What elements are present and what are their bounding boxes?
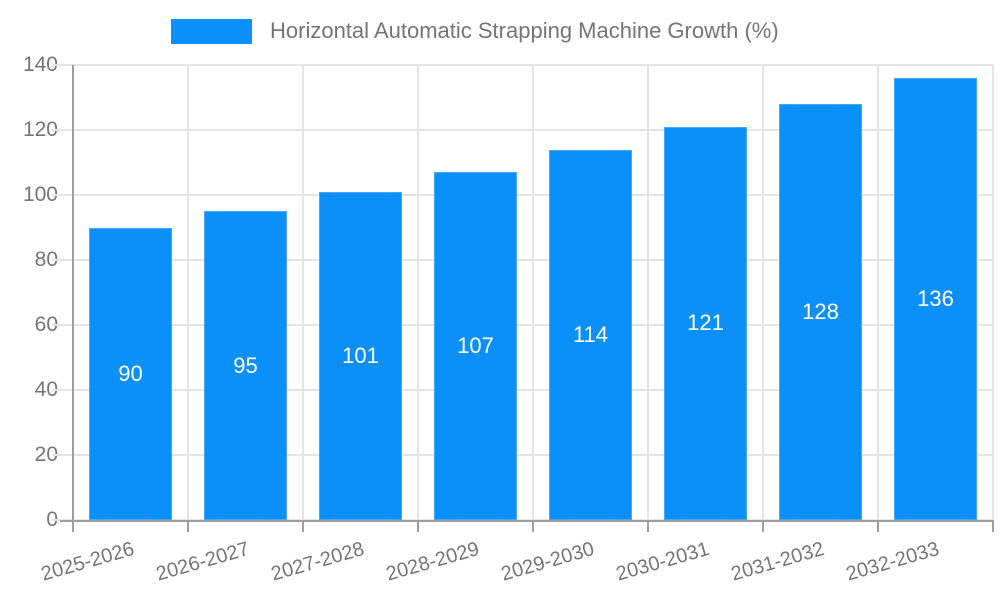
- x-gridline: [417, 65, 419, 531]
- y-axis-line: [72, 65, 74, 532]
- bar: 107: [434, 172, 517, 520]
- y-gridline: [52, 259, 993, 261]
- bar-value-label: 90: [118, 360, 143, 386]
- x-axis-line: [60, 520, 993, 522]
- bar-value-label: 128: [802, 299, 839, 324]
- plot-area: 90 95 101 107 114 121 128 136: [52, 64, 994, 532]
- x-axis-tick: [532, 520, 534, 532]
- x-gridline: [187, 65, 189, 531]
- legend-color-swatch: [171, 18, 252, 44]
- y-axis-tick-label: 140: [22, 53, 58, 76]
- x-axis-tick-label: 2032-2033: [843, 538, 942, 586]
- x-gridline: [647, 65, 649, 531]
- y-axis-tick-label: 100: [22, 183, 58, 206]
- x-axis-tick-label: 2031-2032: [728, 538, 827, 586]
- x-axis-tick: [877, 520, 879, 532]
- y-gridline: [52, 194, 993, 196]
- bar: 101: [319, 191, 402, 520]
- bar: 136: [894, 78, 977, 520]
- y-axis-tick-label: 20: [34, 443, 58, 466]
- y-axis-tick-label: 120: [22, 118, 58, 141]
- legend-series-label: Horizontal Automatic Strapping Machine G…: [270, 18, 779, 43]
- x-gridline: [302, 65, 304, 531]
- bar: 128: [779, 104, 862, 520]
- x-axis-tick: [647, 520, 649, 532]
- y-gridline: [52, 129, 993, 131]
- bar-value-label: 114: [572, 321, 609, 347]
- y-axis-tick-label: 60: [34, 313, 58, 336]
- y-gridline: [52, 454, 993, 456]
- x-gridline: [762, 65, 764, 531]
- y-gridline: [52, 64, 993, 66]
- x-gridline: [877, 65, 879, 531]
- x-axis-tick-label: 2029-2030: [498, 538, 597, 586]
- bar-value-label: 136: [917, 286, 954, 311]
- y-axis-tick-label: 40: [34, 378, 58, 401]
- bar-value-label: 101: [342, 342, 379, 368]
- y-gridline: [52, 324, 993, 326]
- x-axis-tick-label: 2030-2031: [613, 538, 712, 586]
- y-axis-tick-label: 80: [34, 248, 58, 271]
- x-gridline: [532, 65, 534, 531]
- x-axis-tick-label: 2027-2028: [268, 538, 367, 586]
- bar-value-label: 95: [233, 352, 258, 378]
- y-gridline: [52, 389, 993, 391]
- x-axis-tick: [187, 520, 189, 532]
- bar: 95: [204, 211, 287, 520]
- x-axis-tick: [417, 520, 419, 532]
- x-axis-labels: 2025-2026 2026-2027 2027-2028 2028-2029 2029…: [39, 520, 993, 600]
- bar: 114: [549, 149, 632, 520]
- bar-value-label: 107: [457, 333, 494, 359]
- x-axis-tick: [302, 520, 304, 532]
- x-gridline: [992, 65, 994, 531]
- x-axis-tick: [762, 520, 764, 532]
- x-axis-tick-label: 2026-2027: [153, 538, 252, 586]
- bar-value-label: 121: [687, 310, 724, 336]
- x-axis-tick-label: 2028-2029: [383, 538, 482, 586]
- bar: 121: [664, 126, 747, 520]
- x-axis-tick: [992, 520, 994, 532]
- bar: 90: [89, 227, 172, 520]
- x-axis-tick-label: 2025-2026: [38, 538, 137, 586]
- chart-legend: Horizontal Automatic Strapping Machine G…: [171, 14, 779, 48]
- y-axis-tick-label: 0: [0, 507, 58, 533]
